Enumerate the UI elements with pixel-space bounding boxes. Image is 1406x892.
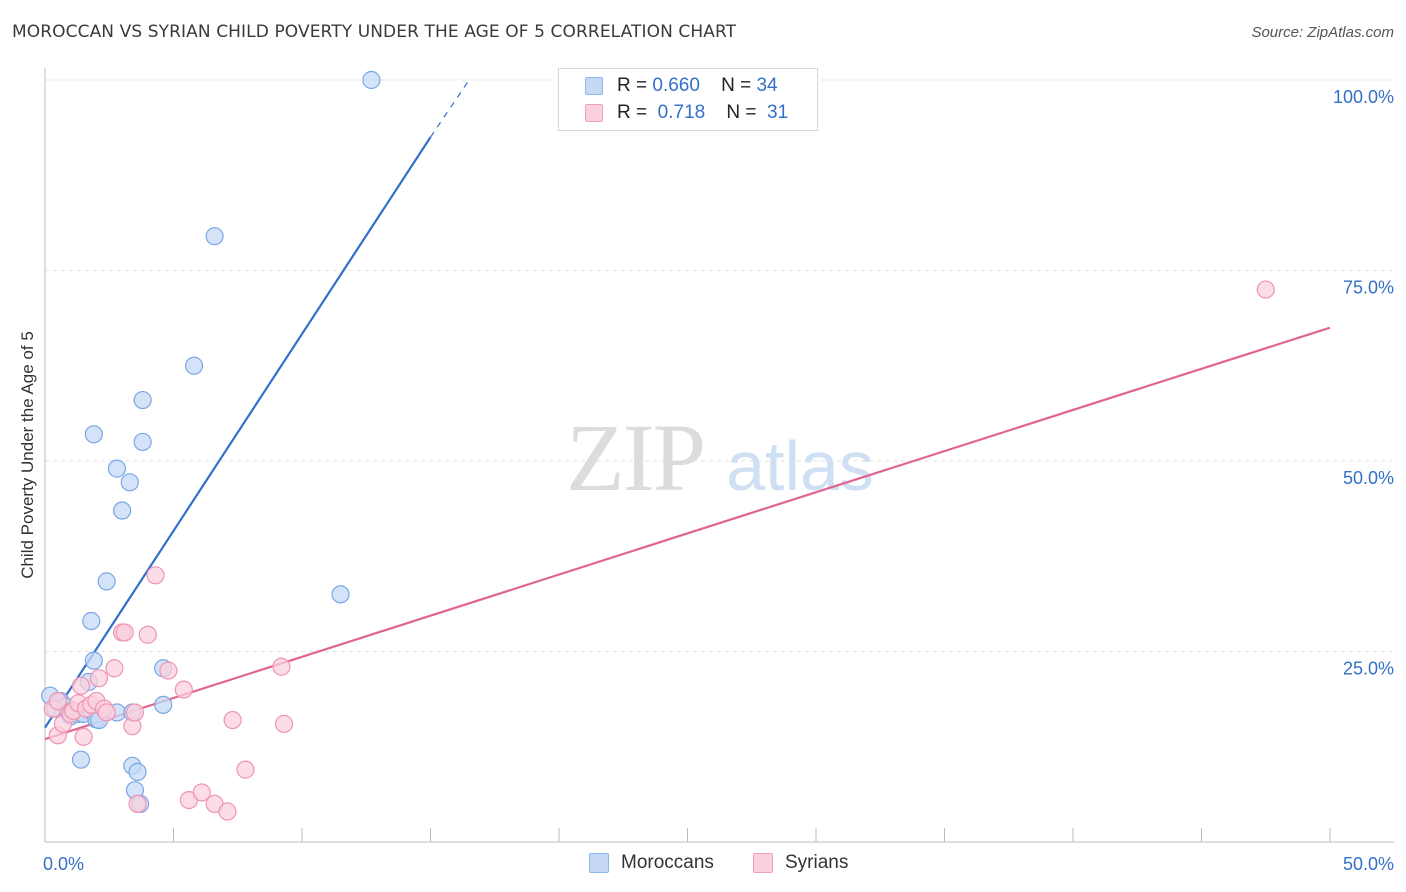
data-point-moroccans — [84, 425, 103, 444]
data-point-syrians — [48, 691, 67, 711]
chart-title: MOROCCAN VS SYRIAN CHILD POVERTY UNDER T… — [12, 22, 737, 42]
data-point-syrians — [71, 676, 91, 695]
data-point-syrians — [138, 625, 157, 644]
data-point-syrians — [174, 680, 193, 699]
data-point-moroccans — [362, 70, 381, 90]
legend-n-label: N = — [721, 75, 752, 96]
data-point-syrians — [192, 783, 211, 802]
legend-swatch-syrians — [585, 104, 603, 122]
axes — [44, 68, 1394, 843]
x-tick-label-min: 0.0% — [43, 854, 84, 874]
watermark-zip: ZIP — [566, 404, 704, 511]
data-point-moroccans — [84, 651, 103, 670]
y-tick-label: 100.0% — [1333, 87, 1394, 107]
data-point-syrians — [236, 760, 255, 779]
trend-line-extension-moroccans — [430, 79, 470, 138]
legend-panel: R = 0.660 N = 34 R = 0.718 N = 31 — [558, 68, 818, 131]
data-point-moroccans — [128, 762, 147, 781]
legend-swatch-moroccans — [585, 77, 603, 95]
data-point-syrians — [128, 794, 147, 814]
data-point-syrians — [1256, 280, 1275, 299]
data-point-moroccans — [184, 356, 204, 375]
watermark-atlas: atlas — [726, 427, 874, 505]
data-point-syrians — [159, 661, 178, 680]
bottom-legend-label-syrians: Syrians — [785, 852, 849, 873]
data-point-syrians — [146, 566, 165, 585]
tick-labels: 25.0% 50.0% 75.0% 100.0% 0.0% 50.0% — [43, 87, 1394, 874]
trend-lines — [44, 79, 1331, 741]
trend-line-syrians — [44, 326, 1331, 741]
data-point-syrians — [115, 623, 134, 642]
data-point-syrians — [218, 802, 237, 821]
y-tick-label: 75.0% — [1343, 278, 1394, 298]
data-point-moroccans — [120, 473, 139, 492]
data-points — [41, 70, 1275, 821]
legend-n-label: N = — [726, 102, 757, 123]
y-tick-label: 25.0% — [1343, 659, 1394, 679]
legend-r-value: 0.660 — [652, 75, 700, 96]
bottom-legend-swatch-syrians — [753, 853, 773, 873]
data-point-moroccans — [97, 572, 116, 591]
data-point-moroccans — [331, 585, 350, 604]
data-point-syrians — [105, 659, 124, 678]
grid-lines — [45, 79, 1394, 652]
x-tick-label-max: 50.0% — [1343, 854, 1394, 874]
legend-n-value: 34 — [756, 75, 778, 96]
bottom-legend-label-moroccans: Moroccans — [621, 852, 714, 873]
data-point-syrians — [89, 669, 109, 688]
data-point-moroccans — [82, 611, 101, 631]
data-point-syrians — [272, 657, 291, 676]
data-point-syrians — [74, 727, 93, 746]
data-point-moroccans — [133, 390, 152, 410]
trend-line-moroccans — [44, 136, 432, 729]
data-point-syrians — [125, 703, 145, 722]
legend-r-label: R = — [617, 102, 648, 123]
data-point-moroccans — [107, 459, 127, 478]
data-point-syrians — [97, 703, 116, 722]
data-point-moroccans — [71, 750, 91, 769]
data-point-syrians — [223, 710, 242, 730]
data-point-moroccans — [133, 432, 152, 452]
legend-r-label: R = — [617, 75, 648, 96]
data-point-syrians — [274, 714, 294, 733]
y-tick-label: 50.0% — [1343, 468, 1394, 488]
bottom-legend-swatch-moroccans — [589, 853, 609, 873]
source-label: Source: ZipAtlas.com — [1251, 24, 1394, 41]
watermark: ZIP atlas — [566, 404, 874, 511]
legend-n-value: 31 — [767, 102, 789, 123]
data-point-moroccans — [154, 695, 173, 714]
legend-r-value: 0.718 — [657, 102, 706, 123]
data-point-moroccans — [205, 227, 224, 246]
data-point-moroccans — [112, 501, 132, 520]
